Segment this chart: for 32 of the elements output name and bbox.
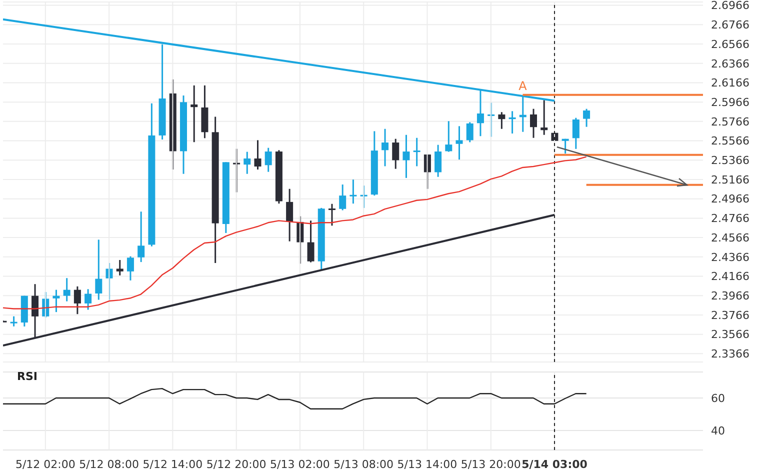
x-tick-label: 5/12 20:00 (206, 458, 266, 471)
x-tick-label: 5/14 03:00 (522, 458, 588, 471)
y-tick-label: 2.4366 (711, 250, 750, 264)
y-tick-label: 2.3566 (711, 328, 750, 342)
x-tick-label: 5/12 08:00 (79, 458, 140, 471)
y-tick-label: 2.4166 (711, 270, 750, 284)
y-tick-label: 2.6566 (711, 38, 750, 51)
x-tick-label: 5/13 20:00 (460, 458, 521, 471)
x-tick-label: 5/12 14:00 (142, 458, 203, 471)
chart-title: RSI (17, 370, 38, 383)
y-tick-label: 2.6366 (711, 57, 750, 70)
y-tick-label: 2.5366 (711, 154, 750, 168)
y-tick-label: 2.5766 (711, 115, 750, 128)
y-tick-label: 2.5566 (711, 134, 750, 148)
x-tick-label: 5/13 02:00 (270, 458, 330, 471)
x-tick-label: 5/13 08:00 (334, 458, 394, 471)
y-tick-label: 2.4966 (711, 192, 750, 206)
x-tick-label: 5/13 14:00 (397, 458, 458, 471)
x-tick-label: 5/12 02:00 (15, 458, 76, 471)
y-tick-label: 2.4766 (711, 212, 750, 226)
y-tick-label: 2.4566 (711, 231, 750, 244)
y-tick-label: 2.5166 (711, 173, 750, 186)
y-tick-label: 60 (711, 392, 725, 405)
y-tick-label: 2.6166 (711, 76, 750, 90)
y-tick-label: 2.3966 (711, 290, 750, 303)
y-tick-label: 2.3766 (711, 308, 750, 322)
y-tick-label: 2.3366 (711, 348, 750, 361)
y-tick-label: 2.6966 (711, 0, 750, 12)
y-tick-label: 2.5966 (711, 96, 750, 109)
y-tick-label: 40 (711, 424, 725, 438)
y-tick-label: 2.6766 (711, 18, 750, 32)
annotation: A (518, 78, 528, 93)
